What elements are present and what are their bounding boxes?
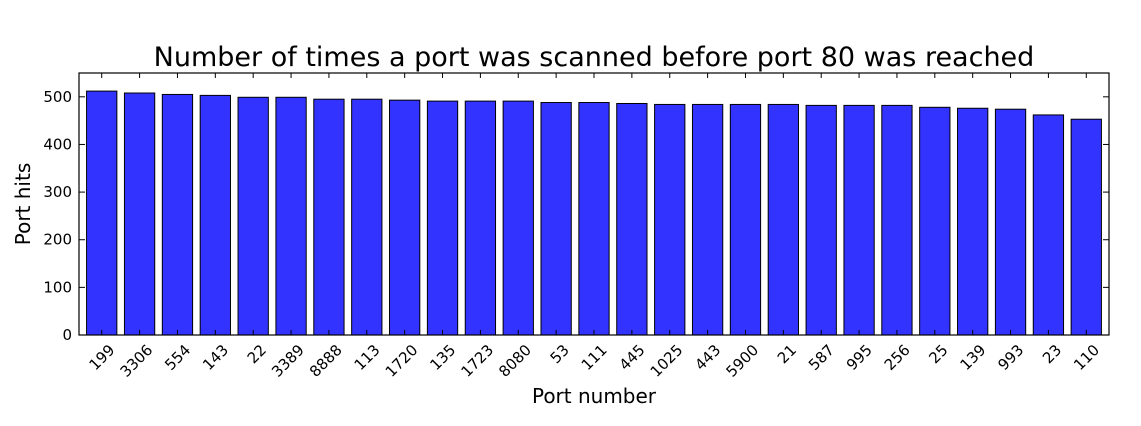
bar-port-139 [957, 107, 989, 336]
y-axis-ticks: 0 100 200 300 400 500 [43, 88, 1109, 344]
y-tick-label: 500 [43, 88, 72, 106]
bar-port-1720 [389, 99, 421, 336]
x-tick-label: 113 [351, 341, 384, 374]
x-tick-label: 587 [805, 341, 838, 374]
x-tick-label: 135 [426, 341, 459, 374]
bar-port-995 [843, 104, 875, 336]
y-tick-label: 400 [43, 135, 72, 153]
x-tick-label: 111 [578, 341, 611, 374]
x-tick-label: 1723 [457, 341, 497, 381]
bar-port-113 [351, 98, 383, 336]
x-tick-label: 1720 [382, 341, 422, 381]
x-tick-label: 25 [925, 341, 951, 367]
x-tick-label: 5900 [722, 341, 762, 381]
bar-port-3389 [275, 96, 307, 336]
x-tick-label: 3306 [117, 341, 157, 381]
x-tick-label: 1025 [647, 341, 687, 381]
bar-series [86, 90, 1102, 336]
bar-port-445 [616, 102, 648, 336]
bar-port-53 [540, 102, 572, 336]
bar-port-21 [767, 103, 799, 336]
bar-port-199 [86, 90, 118, 336]
bar-port-5900 [729, 103, 762, 336]
x-tick-label: 995 [843, 341, 876, 374]
y-tick-label: 100 [43, 278, 72, 296]
x-tick-label: 22 [244, 341, 270, 367]
bar-port-587 [805, 104, 837, 336]
bar-port-135 [426, 100, 459, 336]
bar-port-8888 [313, 98, 345, 336]
y-tick-label: 0 [62, 326, 72, 344]
bar-port-554 [161, 93, 194, 336]
bar-port-1723 [464, 100, 497, 336]
bar-port-25 [919, 106, 951, 336]
bar-port-993 [994, 108, 1027, 336]
y-axis-label: Port hits [11, 163, 35, 246]
bar-port-8080 [502, 100, 534, 336]
x-tick-label: 199 [85, 341, 118, 374]
x-tick-label: 53 [547, 341, 573, 367]
bar-port-443 [691, 103, 724, 336]
bar-port-256 [881, 104, 913, 336]
x-tick-label: 139 [956, 341, 989, 374]
chart-title: Number of times a port was scanned befor… [154, 42, 1035, 73]
x-tick-label: 445 [616, 341, 649, 374]
plot-area-frame [78, 72, 1110, 336]
x-tick-label: 8888 [306, 341, 346, 381]
bar-port-22 [237, 96, 269, 336]
x-tick-label: 23 [1039, 341, 1065, 367]
y-tick-label: 300 [43, 183, 72, 201]
x-tick-label: 110 [1070, 341, 1103, 374]
x-tick-label: 443 [691, 341, 724, 374]
x-tick-label: 21 [774, 341, 800, 367]
bar-port-110 [1070, 118, 1102, 336]
x-tick-label: 143 [199, 341, 232, 374]
x-tick-label: 256 [881, 341, 914, 374]
bar-port-111 [578, 102, 610, 336]
x-tick-label: 3389 [268, 341, 308, 381]
bar-port-1025 [654, 103, 686, 336]
x-tick-label: 554 [161, 341, 194, 374]
bar-port-143 [199, 94, 231, 336]
bar-port-23 [1032, 114, 1065, 336]
y-tick-label: 200 [43, 231, 72, 249]
x-tick-label: 993 [994, 341, 1027, 374]
x-tick-label: 8080 [495, 341, 535, 381]
bar-port-3306 [123, 92, 156, 336]
x-axis-label: Port number [532, 384, 657, 408]
